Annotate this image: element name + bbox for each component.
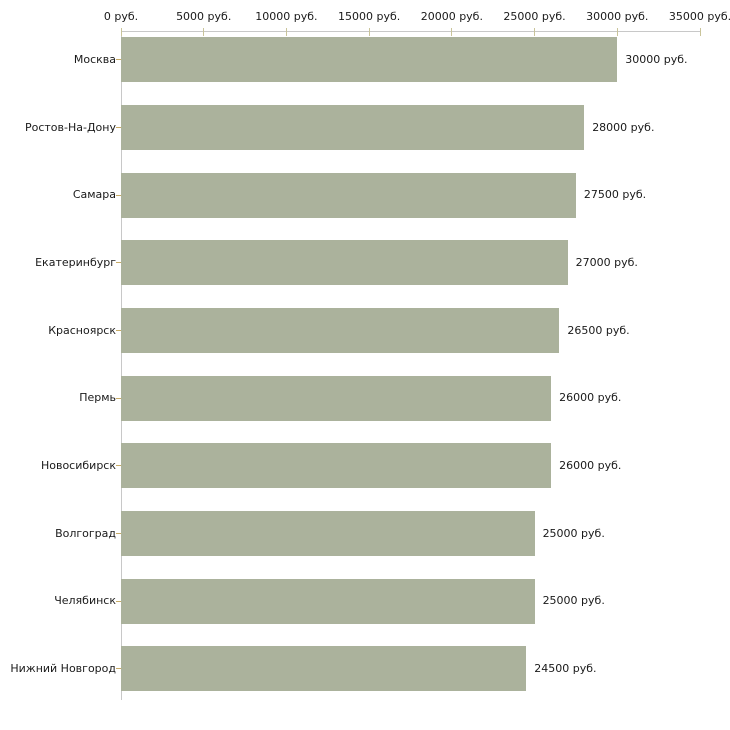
category-tick-mark: [116, 465, 121, 467]
value-label: 24500 руб.: [534, 661, 597, 675]
x-axis-tick-label: 5000 руб.: [176, 10, 232, 23]
x-axis-tick-label: 30000 руб.: [586, 10, 649, 23]
x-axis-tick-mark: [120, 28, 122, 36]
category-label: Новосибирск: [40, 458, 116, 472]
x-axis-tick-label: 15000 руб.: [338, 10, 401, 23]
category-label: Москва: [73, 52, 116, 66]
x-axis-tick-label: 20000 руб.: [420, 10, 483, 23]
x-axis-tick-mark: [368, 28, 370, 36]
x-axis-tick-label: 10000 руб.: [255, 10, 318, 23]
category-tick-mark: [116, 127, 121, 129]
category-label: Челябинск: [54, 594, 116, 608]
x-axis-tick-label: 35000 руб.: [668, 10, 730, 23]
category-label: Самара: [72, 188, 116, 202]
value-label: 27000 руб.: [575, 255, 638, 269]
bar: [121, 240, 568, 286]
value-label: 26500 руб.: [567, 323, 630, 337]
bar: [121, 37, 618, 83]
value-label: 26000 руб.: [559, 391, 622, 405]
category-label: Волгоград: [55, 526, 116, 540]
bar: [121, 578, 535, 624]
category-tick-mark: [116, 262, 121, 264]
bar: [121, 172, 576, 218]
category-label: Ростов-На-Дону: [24, 120, 116, 134]
category-label: Нижний Новгород: [10, 661, 116, 675]
category-tick-mark: [116, 194, 121, 196]
category-tick-mark: [116, 668, 121, 670]
x-axis-tick-mark: [451, 28, 453, 36]
x-axis-tick-label: 25000 руб.: [503, 10, 566, 23]
category-label: Красноярск: [48, 323, 116, 337]
x-axis-tick-mark: [203, 28, 205, 36]
value-label: 28000 руб.: [592, 120, 655, 134]
x-axis-tick-label: 0 руб.: [103, 10, 139, 23]
x-axis-tick-mark: [616, 28, 618, 36]
bar: [121, 308, 560, 354]
value-label: 27500 руб.: [583, 188, 647, 202]
bar: [121, 443, 552, 489]
category-label: Екатеринбург: [35, 255, 116, 269]
x-axis-line: [121, 31, 701, 32]
value-label: 26000 руб.: [559, 458, 622, 472]
category-tick-mark: [116, 533, 121, 535]
bar: [121, 646, 527, 692]
bar: [121, 511, 535, 557]
category-tick-mark: [116, 397, 121, 399]
x-axis-tick-mark: [534, 28, 536, 36]
value-label: 25000 руб.: [542, 526, 605, 540]
x-axis-tick-mark: [285, 28, 287, 36]
value-label: 30000 руб.: [625, 52, 688, 66]
value-label: 25000 руб.: [542, 594, 605, 608]
category-tick-mark: [116, 600, 121, 602]
x-axis-tick-mark: [699, 28, 701, 36]
category-tick-mark: [116, 330, 121, 332]
category-tick-mark: [116, 59, 121, 61]
bar: [121, 375, 552, 421]
bar: [121, 105, 585, 151]
y-axis-line: [121, 32, 122, 700]
category-label: Пермь: [79, 391, 116, 405]
